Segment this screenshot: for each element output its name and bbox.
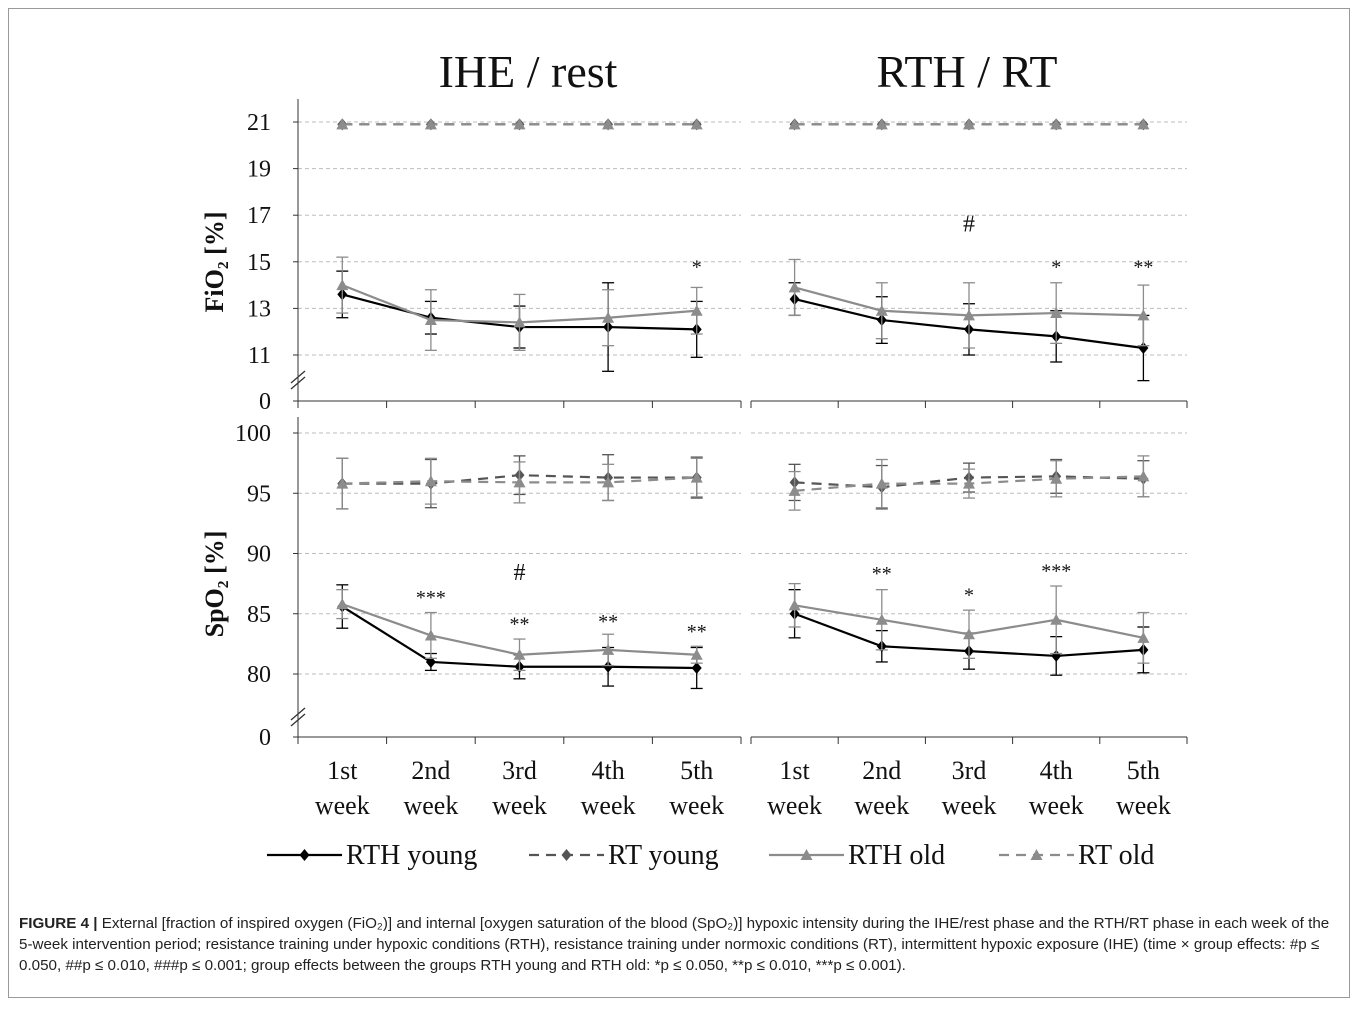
significance-marker: *** bbox=[1041, 561, 1071, 583]
significance-marker: ** bbox=[510, 614, 530, 636]
y-tick-label: 15 bbox=[247, 250, 271, 276]
figure-frame: 0 11 13 15 17 19 21 FiO₂ [%] IHE / rest * RTH / RT… bbox=[8, 8, 1350, 998]
data-point bbox=[691, 661, 702, 674]
y-tick-label: 21 bbox=[247, 110, 271, 136]
data-point bbox=[788, 599, 801, 611]
data-point bbox=[513, 476, 526, 488]
data-point bbox=[602, 643, 615, 655]
data-point bbox=[1050, 472, 1063, 484]
data-point bbox=[1050, 307, 1063, 319]
category-label: 3rd week bbox=[492, 756, 547, 820]
legend-label: RTH old bbox=[848, 840, 945, 871]
y-tick-label: 13 bbox=[247, 296, 271, 322]
axis-break-mark bbox=[290, 713, 306, 727]
data-point bbox=[336, 477, 349, 489]
significance-marker: ** bbox=[872, 563, 892, 585]
chart: 0 11 13 15 17 19 21 FiO₂ [%] IHE / rest * RTH / RT… bbox=[200, 46, 1188, 871]
data-point bbox=[336, 279, 349, 291]
data-point bbox=[875, 613, 888, 625]
data-point bbox=[424, 314, 437, 326]
category-label: 4th week bbox=[1029, 756, 1084, 820]
y-tick-label: 11 bbox=[248, 343, 271, 369]
data-point bbox=[603, 660, 614, 673]
data-point bbox=[424, 629, 437, 641]
data-point bbox=[513, 118, 526, 130]
y-tick-label: 19 bbox=[247, 157, 271, 183]
data-point bbox=[875, 118, 888, 130]
y-tick-label: 95 bbox=[247, 481, 271, 507]
y-axis-title: FiO₂ [%] bbox=[200, 212, 229, 313]
panel-title: IHE / rest bbox=[439, 46, 618, 97]
significance-marker: ** bbox=[1133, 256, 1153, 278]
panel-title: RTH / RT bbox=[876, 46, 1057, 97]
y-tick-label: 0 bbox=[259, 389, 271, 415]
data-point bbox=[1137, 118, 1150, 130]
category-label: 3rd week bbox=[942, 756, 997, 820]
category-label: 5th week bbox=[1116, 756, 1171, 820]
y-axis-title: SpO₂ [%] bbox=[200, 531, 229, 638]
category-label: 1st week bbox=[767, 756, 822, 820]
legend-marker bbox=[561, 849, 572, 861]
legend-marker bbox=[800, 849, 813, 860]
data-point bbox=[602, 118, 615, 130]
data-point bbox=[1138, 342, 1149, 355]
category-label: 5th week bbox=[669, 756, 724, 820]
y-tick-label: 90 bbox=[247, 542, 271, 568]
legend-label: RT young bbox=[608, 840, 719, 871]
legend-marker bbox=[1030, 849, 1043, 860]
axis-break-mark bbox=[290, 376, 306, 390]
significance-marker: * bbox=[1051, 256, 1061, 278]
data-point bbox=[1050, 118, 1063, 130]
legend-marker bbox=[299, 849, 310, 861]
caption-label: FIGURE 4 | bbox=[19, 915, 98, 932]
data-point bbox=[690, 648, 703, 660]
significance-marker: *** bbox=[416, 587, 446, 609]
data-point bbox=[963, 118, 975, 130]
data-point bbox=[875, 477, 888, 489]
data-point bbox=[690, 471, 703, 483]
y-tick-label: 85 bbox=[247, 602, 271, 628]
significance-marker: * bbox=[692, 256, 702, 278]
significance-marker: ** bbox=[598, 611, 618, 633]
significance-hash: # bbox=[963, 212, 975, 238]
y-tick-label: 0 bbox=[259, 725, 271, 751]
category-label: 1st week bbox=[315, 756, 370, 820]
data-point bbox=[788, 484, 801, 496]
data-point bbox=[336, 598, 349, 610]
data-point bbox=[963, 628, 975, 640]
caption-text: External [fraction of inspired oxygen (F… bbox=[19, 915, 1330, 974]
data-point bbox=[788, 118, 801, 130]
data-point bbox=[963, 477, 975, 489]
category-label: 2nd week bbox=[403, 756, 458, 820]
data-point bbox=[875, 304, 888, 316]
axis-break-mark bbox=[290, 707, 306, 721]
significance-marker: ** bbox=[687, 621, 707, 643]
data-point bbox=[602, 311, 615, 323]
data-point bbox=[1137, 631, 1150, 643]
y-tick-label: 80 bbox=[247, 662, 271, 688]
data-point bbox=[788, 281, 801, 293]
data-point bbox=[424, 118, 437, 130]
data-point bbox=[690, 304, 703, 316]
data-point bbox=[602, 476, 615, 488]
significance-hash: # bbox=[514, 560, 526, 586]
significance-marker: * bbox=[964, 585, 974, 607]
y-tick-label: 100 bbox=[235, 421, 271, 447]
y-tick-label: 17 bbox=[247, 203, 271, 229]
category-label: 4th week bbox=[581, 756, 636, 820]
data-point bbox=[336, 118, 349, 130]
data-point bbox=[1137, 309, 1150, 321]
data-point bbox=[513, 316, 526, 328]
axis-break-mark bbox=[290, 370, 306, 384]
category-label: 2nd week bbox=[854, 756, 909, 820]
data-point bbox=[1050, 613, 1063, 625]
legend-label: RTH young bbox=[346, 840, 477, 871]
figure-caption: FIGURE 4 | External [fraction of inspire… bbox=[19, 913, 1344, 976]
legend-label: RT old bbox=[1078, 840, 1154, 871]
data-point bbox=[963, 309, 975, 321]
data-point bbox=[424, 475, 437, 487]
data-point bbox=[1137, 470, 1150, 482]
data-point bbox=[690, 118, 703, 130]
data-point bbox=[513, 648, 526, 660]
